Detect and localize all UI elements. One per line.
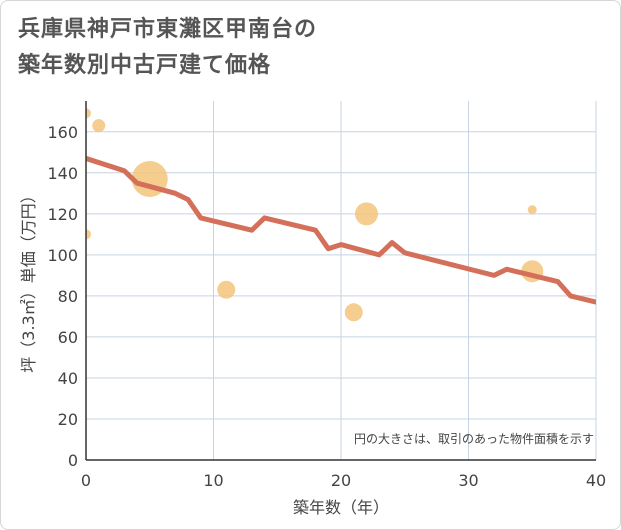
x-tick-label: 0 [81, 471, 91, 490]
data-bubble [527, 205, 537, 215]
tick-layer: 0 20 40 60 80 100 120 140 160 0 10 20 30 40 [47, 123, 606, 490]
grid-layer [86, 101, 597, 460]
y-tick-label: 100 [47, 246, 78, 265]
bubble-layer [86, 108, 544, 322]
data-bubble [344, 303, 363, 322]
chart-title-line2: 築年数別中古戸建て価格 [18, 53, 272, 78]
chart-title-line1: 兵庫県神戸市東灘区甲南台の [18, 17, 318, 42]
x-tick-label: 10 [203, 471, 223, 490]
y-tick-label: 80 [58, 287, 78, 306]
x-tick-label: 30 [458, 471, 478, 490]
y-axis-label: 坪（3.3㎡）単価（万円） [19, 187, 38, 372]
y-tick-label: 120 [47, 205, 78, 224]
y-tick-label: 60 [58, 328, 78, 347]
data-bubble [217, 280, 236, 299]
data-bubble [355, 202, 378, 226]
trend-layer [86, 155, 596, 305]
y-tick-label: 40 [58, 369, 78, 388]
axis-layer [85, 101, 596, 461]
y-tick-label: 20 [58, 410, 78, 429]
data-bubble [92, 119, 106, 133]
trend-line [86, 155, 596, 305]
y-tick-label: 140 [47, 164, 78, 183]
y-tick-label: 0 [68, 451, 78, 470]
y-tick-label: 160 [47, 123, 78, 142]
chart-note: 円の大きさは、取引のあった物件面積を示す [354, 431, 594, 446]
x-axis-label: 築年数（年） [293, 498, 389, 517]
x-tick-label: 40 [586, 471, 606, 490]
x-tick-label: 20 [331, 471, 351, 490]
data-bubble [86, 229, 91, 240]
data-bubble [86, 108, 91, 119]
chart-title: 兵庫県神戸市東灘区甲南台の 築年数別中古戸建て価格 [18, 12, 578, 84]
